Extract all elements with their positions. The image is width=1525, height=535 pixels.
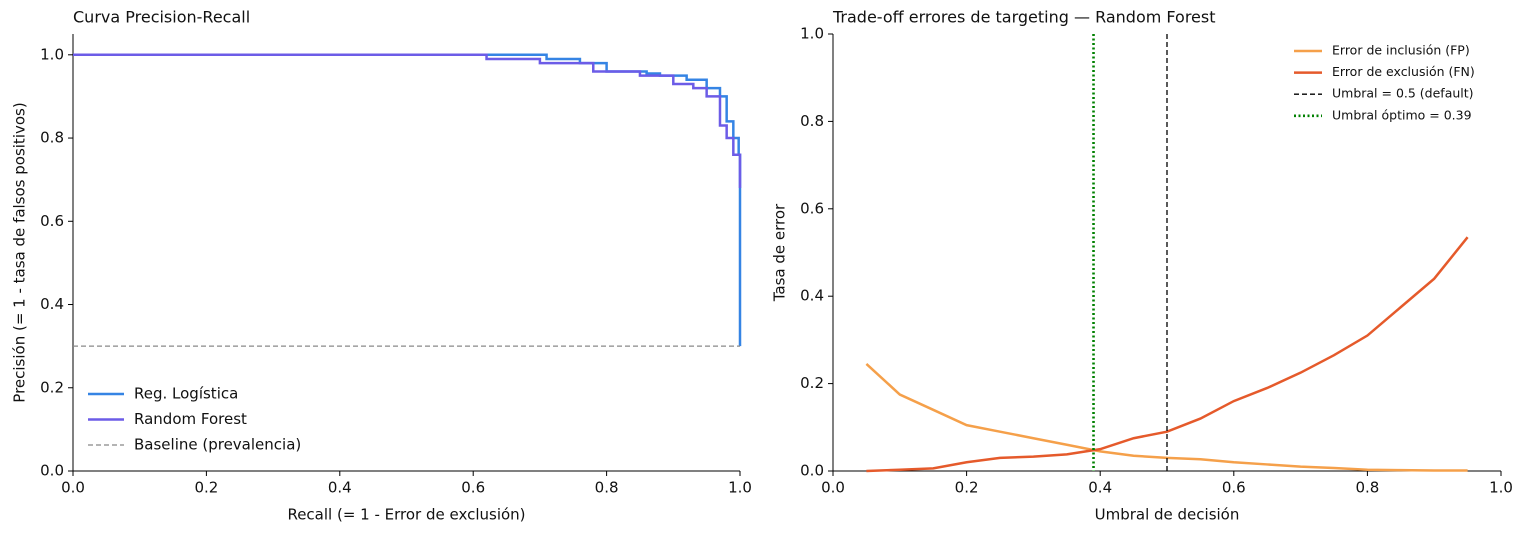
legend-label: Random Forest [134,410,247,428]
y-axis-label: Precisión (= 1 - tasa de falsos positivo… [11,102,29,402]
series-line [73,53,742,188]
chart-title: Trade-off errores de targeting — Random … [832,8,1216,27]
y-tick-label: 0.4 [800,287,824,305]
y-axis-label: Tasa de error [771,203,789,302]
series-line [865,363,1468,472]
x-tick-label: 0.2 [955,479,979,497]
legend-label: Umbral óptimo = 0.39 [1332,107,1472,122]
x-tick-label: 0.6 [461,479,485,497]
x-tick-label: 0.6 [1222,479,1246,497]
y-tick-label: 0.0 [40,462,64,480]
legend-label: Baseline (prevalencia) [134,436,301,454]
legend-label: Error de inclusión (FP) [1332,43,1470,58]
x-axis-label: Umbral de decisión [1095,506,1240,524]
chart-title: Curva Precision-Recall [73,8,250,27]
x-tick-label: 1.0 [728,479,752,497]
series-line [73,53,742,347]
y-tick-label: 1.0 [800,25,824,43]
y-tick-label: 0.8 [40,129,64,147]
legend-label: Error de exclusión (FN) [1332,64,1475,79]
x-tick-label: 0.8 [595,479,619,497]
y-tick-label: 0.8 [800,112,824,130]
x-tick-label: 0.4 [1088,479,1112,497]
y-tick-label: 0.6 [40,212,64,230]
legend-label: Umbral = 0.5 (default) [1332,86,1474,101]
x-tick-label: 1.0 [1489,479,1513,497]
y-tick-label: 0.4 [40,295,64,313]
x-tick-label: 0.8 [1355,479,1379,497]
y-tick-label: 0.2 [40,378,64,396]
x-axis-label: Recall (= 1 - Error de exclusión) [287,506,525,524]
x-tick-label: 0.2 [194,479,218,497]
y-tick-label: 1.0 [40,45,64,63]
y-tick-label: 0.2 [800,374,824,392]
y-tick-label: 0.6 [800,199,824,217]
x-tick-label: 0.0 [61,479,85,497]
x-tick-label: 0.0 [821,479,845,497]
y-tick-label: 0.0 [800,462,824,480]
x-tick-label: 0.4 [328,479,352,497]
legend-label: Reg. Logística [134,385,238,403]
series-line [866,236,1469,473]
